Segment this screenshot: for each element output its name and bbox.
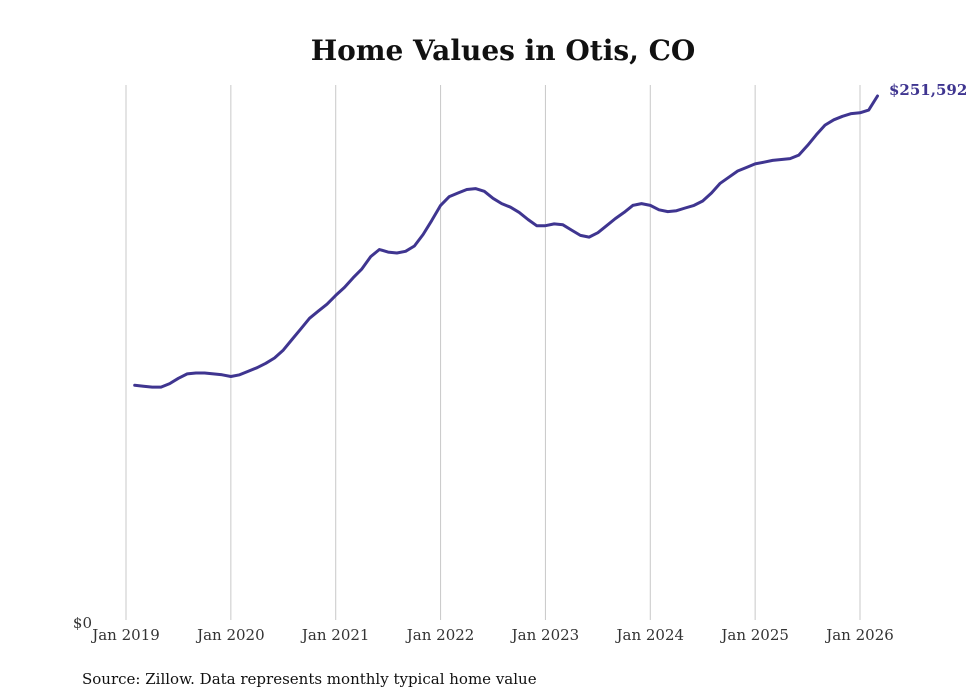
x-tick-label: Jan 2021 bbox=[300, 626, 370, 644]
x-tick-label: Jan 2026 bbox=[824, 626, 894, 644]
grid-lines bbox=[125, 85, 861, 620]
home-value-line bbox=[133, 94, 879, 389]
x-tick-label: Jan 2024 bbox=[615, 626, 685, 644]
x-tick-label: Jan 2019 bbox=[90, 626, 160, 644]
x-tick-label: Jan 2023 bbox=[510, 626, 580, 644]
source-note: Source: Zillow. Data represents monthly … bbox=[82, 670, 537, 688]
x-tick-label: Jan 2025 bbox=[719, 626, 789, 644]
x-axis-ticks: Jan 2019 Jan 2020 Jan 2021 Jan 2022 Jan 2023… bbox=[90, 626, 894, 644]
y-axis-zero-label: $0 bbox=[73, 614, 92, 632]
x-tick-label: Jan 2020 bbox=[195, 626, 265, 644]
chart-title: Home Values in Otis, CO bbox=[311, 34, 696, 67]
end-value-label: $251,592 bbox=[889, 81, 967, 99]
x-tick-label: Jan 2022 bbox=[405, 626, 475, 644]
